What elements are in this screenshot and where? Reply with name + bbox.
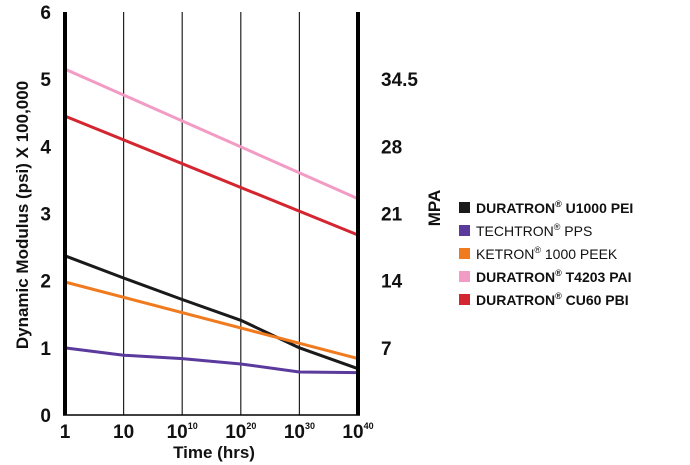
x-tick-label: 1 xyxy=(60,422,71,443)
y2-tick-label: 21 xyxy=(381,205,403,226)
x-axis-label: Time (hrs) xyxy=(173,443,255,462)
y-axis-ticks: 0 1 2 3 4 5 6 xyxy=(40,3,51,427)
x-tick-label: 10 xyxy=(113,422,134,443)
legend-item: DURATRON® CU60 PBI xyxy=(459,291,629,308)
y2-axis-ticks: 7 14 21 28 34.5 xyxy=(381,70,418,360)
grid-lines xyxy=(122,12,300,415)
y2-tick-label: 34.5 xyxy=(381,70,418,91)
legend-label: KETRON® 1000 PEEK xyxy=(476,245,618,262)
x-tick-label: 1040 xyxy=(342,421,373,443)
legend-label: DURATRON® CU60 PBI xyxy=(476,291,629,308)
y-tick-label: 1 xyxy=(40,339,51,360)
legend-item: TECHTRON® PPS xyxy=(459,222,592,239)
legend-label: TECHTRON® PPS xyxy=(476,222,592,239)
y-tick-label: 6 xyxy=(40,3,51,24)
legend-label: DURATRON® U1000 PEI xyxy=(476,199,633,216)
y2-tick-label: 28 xyxy=(381,137,402,158)
legend-item: KETRON® 1000 PEEK xyxy=(459,245,618,262)
y2-axis-label: MPA xyxy=(425,190,444,227)
series-lines xyxy=(64,67,359,375)
legend-swatch xyxy=(459,225,470,236)
y-tick-label: 2 xyxy=(40,272,51,293)
y-tick-label: 5 xyxy=(40,70,51,91)
x-tick-label: 1030 xyxy=(284,421,315,443)
legend-swatch xyxy=(459,294,470,305)
x-axis-ticks: 1 10 1010 1020 1030 1040 xyxy=(60,421,374,443)
y-tick-label: 4 xyxy=(40,137,51,158)
series-line-4 xyxy=(64,67,359,201)
series-line-1 xyxy=(64,254,359,371)
x-tick-label: 1020 xyxy=(225,421,256,443)
legend-label: DURATRON® T4203 PAI xyxy=(476,268,632,285)
y2-tick-label: 14 xyxy=(381,272,403,293)
y-axis-label: Dynamic Modulus (psi) X 100,000 xyxy=(13,81,32,349)
series-line-5 xyxy=(64,114,359,237)
series-line-3 xyxy=(64,280,359,361)
legend-item: DURATRON® U1000 PEI xyxy=(459,199,633,216)
x-tick-label: 1010 xyxy=(167,421,198,443)
y-tick-label: 0 xyxy=(40,406,51,427)
y2-tick-label: 7 xyxy=(381,339,392,360)
legend-item: DURATRON® T4203 PAI xyxy=(459,268,632,285)
plot-frame xyxy=(63,12,360,416)
legend-swatch xyxy=(459,271,470,282)
y-tick-label: 3 xyxy=(40,205,51,226)
legend-swatch xyxy=(459,202,470,213)
legend: DURATRON® U1000 PEI TECHTRON® PPS KETRON® … xyxy=(459,199,633,308)
series-line-2 xyxy=(64,346,359,375)
legend-swatch xyxy=(459,248,470,259)
